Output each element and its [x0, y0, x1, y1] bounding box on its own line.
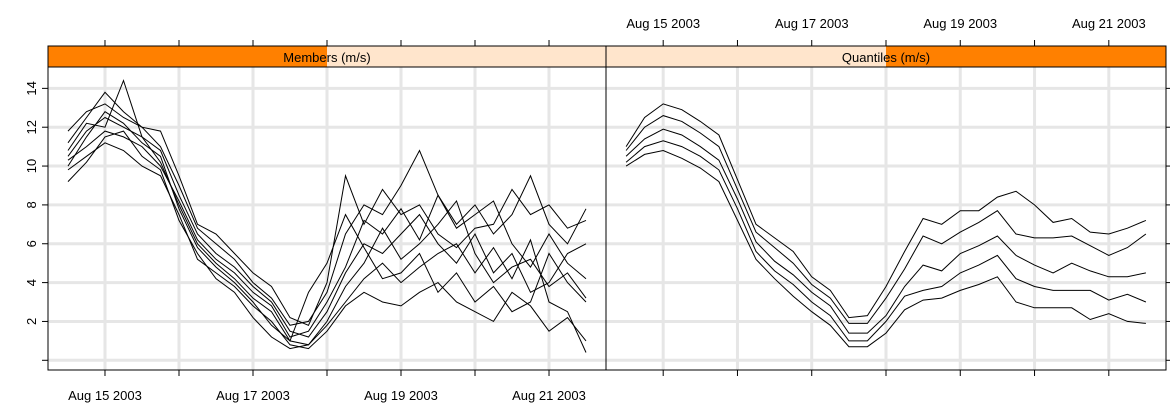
series-line	[625, 115, 1147, 324]
y-tick-label: 8	[24, 201, 39, 208]
series-line	[67, 142, 587, 350]
x-tick-label: Aug 19 2003	[364, 388, 438, 403]
series-line	[67, 130, 587, 338]
x-tick-label: Aug 19 2003	[923, 16, 997, 31]
series-line	[67, 116, 587, 338]
series-line	[625, 128, 1147, 334]
strip-level	[48, 46, 327, 67]
strip-level	[886, 46, 1166, 67]
x-tick-label: Aug 15 2003	[626, 16, 700, 31]
series-line	[67, 79, 587, 346]
y-tick-label: 10	[24, 159, 39, 173]
y-tick-label: 4	[24, 279, 39, 286]
y-tick-label: 12	[24, 120, 39, 134]
series-line	[625, 140, 1147, 342]
strip-title: Members (m/s)	[283, 50, 370, 65]
y-tick-label: 14	[24, 81, 39, 95]
y-tick-label: 6	[24, 240, 39, 247]
series-line	[625, 149, 1146, 348]
series-line	[67, 130, 587, 353]
series-line	[67, 91, 587, 326]
series-line	[625, 103, 1147, 319]
x-tick-label: Aug 15 2003	[68, 388, 142, 403]
x-tick-label: Aug 21 2003	[1072, 16, 1146, 31]
series-line	[67, 111, 587, 342]
x-tick-label: Aug 17 2003	[216, 388, 290, 403]
series-line	[67, 103, 587, 326]
y-tick-label: 2	[24, 318, 39, 325]
x-tick-label: Aug 17 2003	[775, 16, 849, 31]
strip-title: Quantiles (m/s)	[842, 50, 930, 65]
x-tick-label: Aug 21 2003	[512, 388, 586, 403]
